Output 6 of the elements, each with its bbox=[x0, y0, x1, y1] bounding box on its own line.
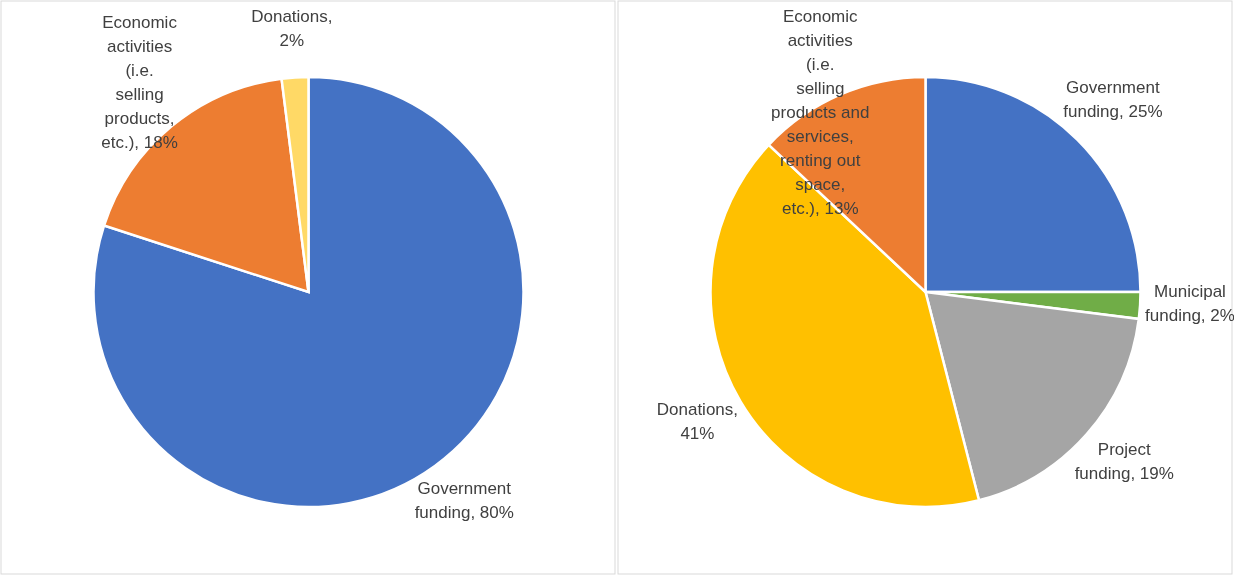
slice-label: Donations, 2% bbox=[251, 7, 333, 50]
slice-label: Government funding, 25% bbox=[1063, 77, 1163, 121]
slice-label: Project funding, 19% bbox=[1074, 440, 1174, 484]
slice-label: Donations, 41% bbox=[656, 399, 739, 443]
slice-label: Municipal funding, 2% bbox=[1145, 281, 1234, 325]
slice-label: Government funding, 80% bbox=[414, 479, 514, 523]
